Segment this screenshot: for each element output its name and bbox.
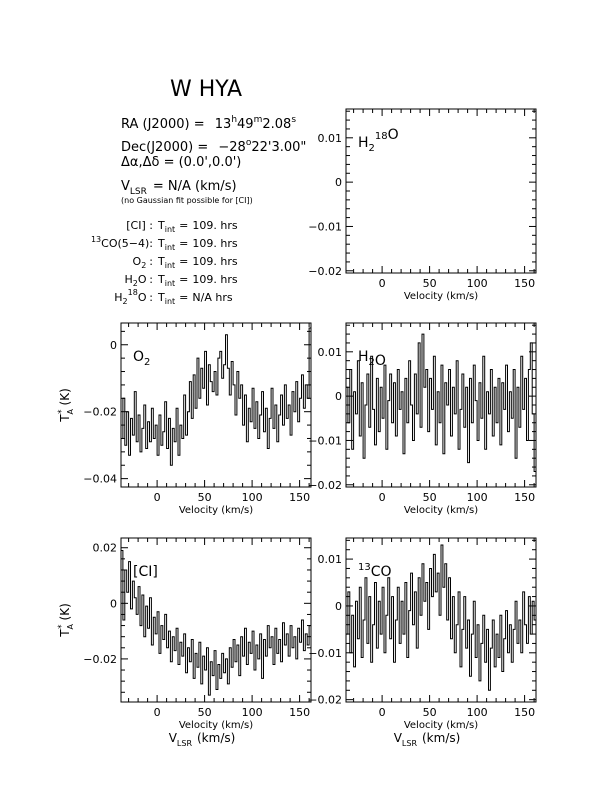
tint-row-h2o-value: Tint = 109. hrs [157,273,238,288]
x-axis-label: Velocity (km/s) [404,505,478,516]
y-tick-label: −0.01 [308,434,342,447]
y-axis-label: TA*(K) [57,388,75,423]
species-label: [CI] [133,564,158,580]
tint-row-ci: [CI] : [126,219,153,232]
x-tick-label: 0 [379,277,386,290]
tint-row-o2-value: Tint = 109. hrs [157,255,238,270]
y-tick-label: −0.01 [308,647,342,660]
species-label: O2 [133,349,150,368]
x-axis-label-vlsr: VLSR (km/s) [169,731,236,748]
y-tick-label: 0.01 [318,553,343,566]
panel-ci: 0 50 100 150 0.02 0 −0.02 Velocity (km/s)VLSR (k… [57,537,312,748]
y-tick-label: −0.02 [308,479,342,492]
x-tick-label: 150 [514,491,535,504]
vlsr-line: VLSR = N/A (km/s) [121,179,237,197]
ra-line: RA (J2000) = 13h49m2.08s [121,115,296,132]
x-tick-label: 100 [467,491,488,504]
x-tick-label: 0 [379,491,386,504]
tint-row-13co: 13CO(5−4): [91,235,153,250]
y-tick-label: 0 [335,176,342,189]
x-tick-label: 100 [467,277,488,290]
header-block: W HYA RA (J2000) = 13h49m2.08s Dec(J2000… [121,77,306,205]
y-tick-label: −0.04 [83,473,117,486]
species-label: 13CO [358,562,392,580]
integration-table: [CI] : Tint = 109. hrs 13CO(5−4): Tint = 109… [91,219,238,306]
x-tick-label: 50 [423,277,437,290]
x-tick-label: 50 [198,491,212,504]
tint-row-h218o: H218O: [114,288,153,306]
y-axis-label: TA*(K) [57,603,75,638]
x-axis-label: Velocity (km/s) [179,720,253,731]
panel-o2: 0 50 100 150 0 −0.02 −0.04 Velocity (km/s) TA*(K… [57,322,312,516]
x-tick-label: 100 [242,706,263,719]
y-tick-label: −0.02 [308,694,342,707]
source-title: W HYA [170,77,242,102]
y-tick-label: 0.02 [93,542,118,555]
tint-row-h218o-value: Tint = N/A hrs [157,291,233,306]
y-tick-label: −0.01 [308,220,342,233]
plot-frame [120,537,312,703]
panel-13co: 0 50 100 150 0.01 0 −0.01 −0.02 Velocity (km/s)V… [308,537,537,748]
x-tick-label: 100 [467,706,488,719]
spectrum-trace [346,544,536,691]
x-tick-label: 150 [514,706,535,719]
y-tick-label: −0.02 [308,265,342,278]
species-label: H218O [358,127,399,154]
x-tick-label: 50 [423,491,437,504]
y-tick-label: 0.01 [318,132,343,145]
panel-h218o: 0 50 100 150 0.01 0 −0.01 −0.02 Velocity (km/s) H… [308,108,537,302]
y-tick-label: −0.02 [83,406,117,419]
panel-h2o: 0 50 100 150 0.01 0 −0.01 −0.02 Velocity (km/s) H… [308,322,537,516]
x-tick-label: 0 [154,706,161,719]
y-tick-label: 0 [110,339,117,352]
x-axis-label: Velocity (km/s) [404,720,478,731]
x-axis-label: Velocity (km/s) [404,291,478,302]
tint-row-h2o: H2O: [124,273,153,288]
spectrum-trace [346,333,536,472]
tint-row-13co-value: Tint = 109. hrs [157,237,238,252]
x-tick-label: 150 [514,277,535,290]
x-axis-label: Velocity (km/s) [179,505,253,516]
y-tick-label: −0.02 [83,653,117,666]
x-axis-label-vlsr: VLSR (km/s) [394,731,461,748]
x-tick-label: 100 [242,491,263,504]
y-tick-label: 0.01 [318,346,343,359]
x-tick-label: 150 [289,706,310,719]
spectrum-trace [121,327,311,466]
tint-row-o2: O2: [133,255,153,270]
x-tick-label: 0 [379,706,386,719]
y-tick-label: 0 [110,597,117,610]
y-tick-label: 0 [335,390,342,403]
dec-line: Dec(J2000) = −28o22'3.00" [121,138,306,155]
y-tick-label: 0 [335,600,342,613]
x-tick-label: 150 [289,491,310,504]
spectrum-trace [121,550,311,696]
tint-row-ci-value: Tint = 109. hrs [157,219,238,234]
x-tick-label: 0 [154,491,161,504]
offset-line: Δα,Δδ = (0.0',0.0') [121,155,241,170]
fit-note: (no Gaussian fit possible for [CI]) [121,196,253,205]
plot-frame [120,322,312,488]
x-tick-label: 50 [198,706,212,719]
species-label: H2O [358,349,386,369]
x-tick-label: 50 [423,706,437,719]
